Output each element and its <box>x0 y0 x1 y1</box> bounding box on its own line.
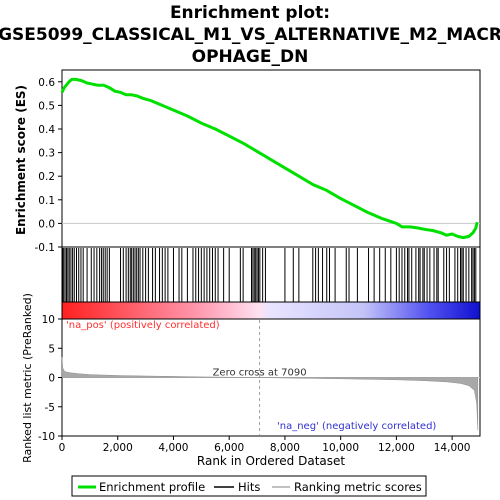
hits-panel <box>61 246 481 320</box>
xtick-label: 2,000 <box>103 442 133 454</box>
ranked-ytick-label: 0 <box>48 373 55 385</box>
xtick-label: 6,000 <box>214 442 244 454</box>
es-ytick-label: 0.6 <box>38 77 55 89</box>
xtick-label: 12,000 <box>378 442 415 454</box>
enrichment-profile-line <box>60 77 479 240</box>
xtick-label: 8,000 <box>270 442 300 454</box>
chart-title: Enrichment plot: GSE5099_CLASSICAL_M1_VS… <box>0 3 500 67</box>
legend-ranking-label: Ranking metric scores <box>294 480 422 494</box>
es-ylabel: Enrichment score (ES) <box>14 85 28 235</box>
ranked-ytick-label: 5 <box>48 343 55 355</box>
legend: Enrichment profile Hits Ranking metric s… <box>71 475 427 497</box>
ranked-panel: Zero cross at 7090 'na_pos' (positively … <box>21 293 481 463</box>
legend-hits-label: Hits <box>238 480 260 494</box>
es-ytick-label: 0.1 <box>38 195 55 207</box>
ranked-ytick-label: -10 <box>38 431 55 443</box>
ranking-color-bar <box>61 301 481 320</box>
x-axis-label: Rank in Ordered Dataset <box>197 454 345 468</box>
ranked-ylabel: Ranked list metric (PreRanked) <box>21 293 34 463</box>
legend-enrichment-label: Enrichment profile <box>99 480 205 494</box>
ranking-metric-area <box>61 356 479 431</box>
xtick-label: 0 <box>59 442 66 454</box>
hits-panel-frame <box>61 246 481 303</box>
title-line-2: GSE5099_CLASSICAL_M1_VS_ALTERNATIVE_M2_M… <box>0 25 500 45</box>
legend-box <box>71 475 427 497</box>
es-ytick-label: 0.5 <box>38 100 55 112</box>
ranked-ytick-label: 10 <box>42 314 55 326</box>
es-panel: 0.6 0.5 0.4 0.3 0.2 0.1 0.0 -0.1 Enrichment sco… <box>14 69 481 254</box>
es-ytick-label: -0.1 <box>35 242 56 254</box>
xtick-label: 14,000 <box>434 442 471 454</box>
neg-correlated-label: 'na_neg' (negatively correlated) <box>277 421 436 432</box>
xtick-label: 4,000 <box>158 442 188 454</box>
ranked-ytick-label: -5 <box>45 402 55 414</box>
hit-marks <box>62 248 477 302</box>
es-ytick-label: 0.0 <box>38 218 55 230</box>
es-y-ticks: 0.6 0.5 0.4 0.3 0.2 0.1 0.0 -0.1 <box>35 77 62 254</box>
es-ytick-label: 0.4 <box>38 124 55 136</box>
ranked-y-ticks: 10 5 0 -5 -10 <box>38 314 62 443</box>
es-ytick-label: 0.3 <box>38 148 55 160</box>
x-ticks: 0 2,000 4,000 6,000 8,000 10,000 12,000 14,000 <box>59 436 471 454</box>
title-line-3: OPHAGE_DN <box>192 47 309 67</box>
es-ytick-label: 0.2 <box>38 171 55 183</box>
zero-cross-label: Zero cross at 7090 <box>213 368 307 379</box>
pos-correlated-label: 'na_pos' (positively correlated) <box>66 320 220 331</box>
xtick-label: 10,000 <box>322 442 359 454</box>
title-line-1: Enrichment plot: <box>170 3 330 23</box>
